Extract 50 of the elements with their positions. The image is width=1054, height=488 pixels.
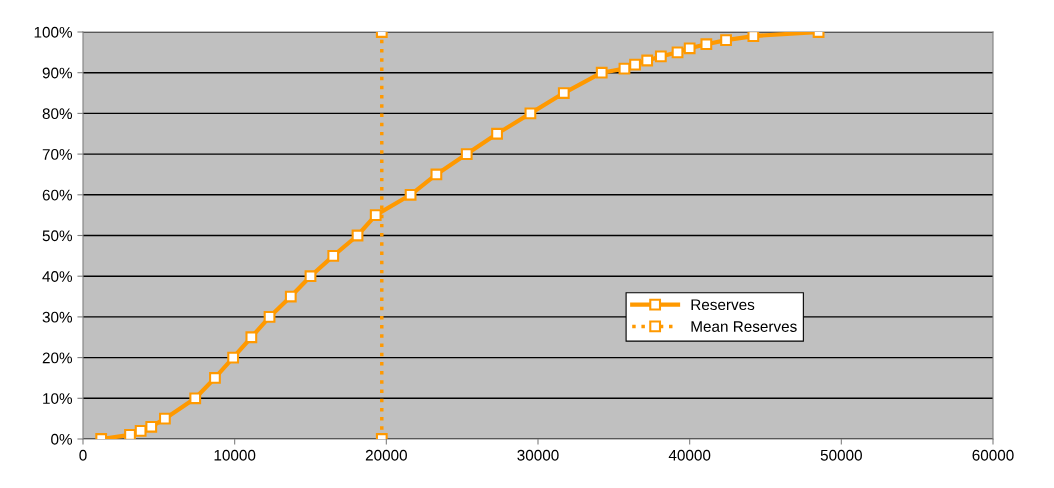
- point: [145, 420, 158, 433]
- point: [369, 209, 382, 222]
- x-tick-label: 60000: [972, 449, 1014, 461]
- point: [641, 54, 654, 67]
- point: [159, 412, 171, 425]
- point: [227, 351, 240, 364]
- y-tick-label: 50%: [42, 230, 73, 242]
- point: [700, 38, 713, 51]
- x-tick-label: 10000: [214, 449, 256, 461]
- point: [747, 32, 760, 42]
- point: [491, 127, 503, 140]
- point: [327, 249, 340, 262]
- point: [124, 429, 136, 439]
- y-tick-label: 20%: [42, 352, 73, 364]
- point: [595, 66, 608, 79]
- y-tick-label: 0%: [51, 433, 73, 445]
- point: [284, 290, 297, 303]
- legend-label: Reserves: [691, 299, 755, 311]
- y-tick-label: 80%: [42, 108, 73, 120]
- x-tick-label: 20000: [365, 449, 407, 461]
- y-tick-label: 40%: [42, 271, 73, 282]
- x-tick-label: 0: [79, 449, 87, 461]
- y-tick-label: 30%: [42, 311, 73, 323]
- point: [671, 46, 684, 59]
- y-tick-label: 70%: [42, 148, 73, 160]
- point: [351, 229, 364, 242]
- point: [430, 168, 443, 181]
- point: [524, 107, 537, 120]
- y-tick-label: 100%: [34, 26, 73, 38]
- point: [618, 62, 631, 75]
- point: [683, 42, 696, 55]
- point: [263, 311, 276, 323]
- point: [245, 331, 258, 344]
- point: [134, 424, 147, 437]
- point: [189, 392, 202, 405]
- x-tick-label: 50000: [820, 449, 862, 461]
- point: [654, 50, 667, 63]
- x-tick-label: 40000: [668, 449, 711, 461]
- legend-label: Mean Reserves: [691, 321, 797, 332]
- y-tick-label: 90%: [42, 67, 73, 79]
- x-tick-label: 30000: [517, 449, 559, 461]
- point: [304, 270, 317, 283]
- point: [629, 58, 641, 71]
- point: [720, 34, 732, 47]
- point: [404, 188, 417, 201]
- y-tick-label: 60%: [42, 189, 73, 201]
- point: [557, 87, 570, 99]
- point: [460, 148, 473, 160]
- y-tick-label: 10%: [43, 393, 73, 404]
- point: [209, 372, 221, 384]
